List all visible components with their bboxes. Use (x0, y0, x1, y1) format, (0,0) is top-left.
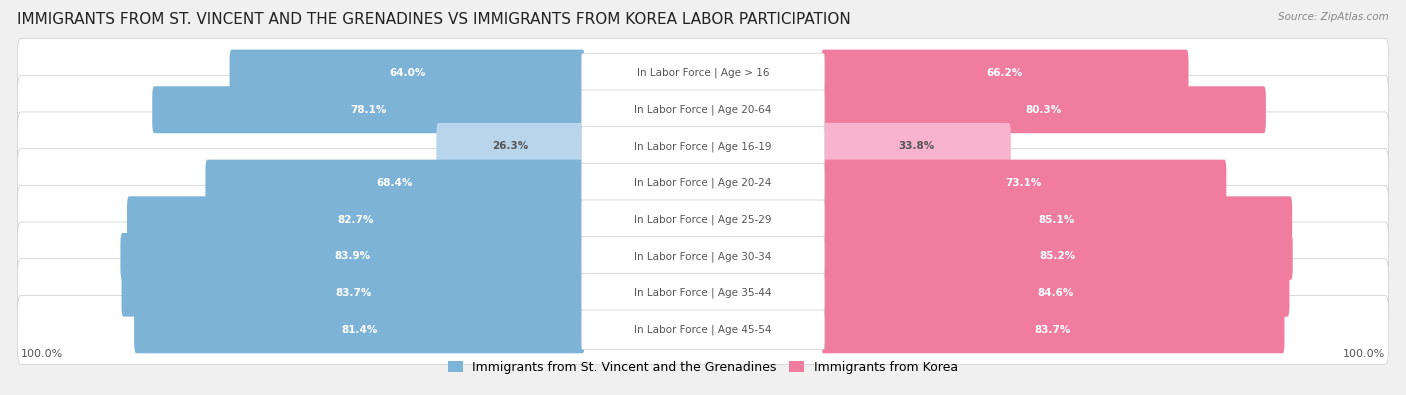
Text: In Labor Force | Age 25-29: In Labor Force | Age 25-29 (634, 214, 772, 225)
FancyBboxPatch shape (581, 273, 825, 313)
FancyBboxPatch shape (134, 307, 585, 353)
FancyBboxPatch shape (581, 90, 825, 130)
FancyBboxPatch shape (581, 310, 825, 350)
FancyBboxPatch shape (581, 53, 825, 93)
FancyBboxPatch shape (821, 86, 1265, 133)
Text: 81.4%: 81.4% (342, 325, 378, 335)
Text: 78.1%: 78.1% (350, 105, 387, 115)
Text: 26.3%: 26.3% (492, 141, 529, 151)
Text: In Labor Force | Age 20-24: In Labor Force | Age 20-24 (634, 178, 772, 188)
Text: IMMIGRANTS FROM ST. VINCENT AND THE GRENADINES VS IMMIGRANTS FROM KOREA LABOR PA: IMMIGRANTS FROM ST. VINCENT AND THE GREN… (17, 12, 851, 27)
FancyBboxPatch shape (17, 39, 1389, 107)
Text: 66.2%: 66.2% (987, 68, 1024, 78)
FancyBboxPatch shape (17, 295, 1389, 364)
Text: 100.0%: 100.0% (1343, 349, 1385, 359)
FancyBboxPatch shape (17, 112, 1389, 181)
FancyBboxPatch shape (121, 270, 585, 317)
Text: 84.6%: 84.6% (1038, 288, 1074, 298)
FancyBboxPatch shape (821, 160, 1226, 207)
FancyBboxPatch shape (17, 75, 1389, 144)
FancyBboxPatch shape (121, 233, 585, 280)
Text: Source: ZipAtlas.com: Source: ZipAtlas.com (1278, 12, 1389, 22)
Text: 83.7%: 83.7% (1035, 325, 1071, 335)
FancyBboxPatch shape (581, 127, 825, 166)
Text: In Labor Force | Age 45-54: In Labor Force | Age 45-54 (634, 325, 772, 335)
Text: In Labor Force | Age 30-34: In Labor Force | Age 30-34 (634, 251, 772, 262)
FancyBboxPatch shape (821, 123, 1011, 170)
FancyBboxPatch shape (17, 222, 1389, 291)
FancyBboxPatch shape (17, 185, 1389, 254)
FancyBboxPatch shape (152, 86, 585, 133)
FancyBboxPatch shape (229, 50, 585, 96)
FancyBboxPatch shape (581, 200, 825, 240)
Text: 68.4%: 68.4% (377, 178, 413, 188)
Text: 83.7%: 83.7% (335, 288, 371, 298)
FancyBboxPatch shape (17, 149, 1389, 218)
Text: In Labor Force | Age 35-44: In Labor Force | Age 35-44 (634, 288, 772, 298)
Text: 85.2%: 85.2% (1039, 252, 1076, 261)
Text: 82.7%: 82.7% (337, 215, 374, 225)
FancyBboxPatch shape (436, 123, 585, 170)
Text: 100.0%: 100.0% (21, 349, 63, 359)
Text: 64.0%: 64.0% (389, 68, 425, 78)
Text: 80.3%: 80.3% (1025, 105, 1062, 115)
Text: 85.1%: 85.1% (1039, 215, 1076, 225)
FancyBboxPatch shape (205, 160, 585, 207)
FancyBboxPatch shape (17, 259, 1389, 327)
Text: 73.1%: 73.1% (1005, 178, 1042, 188)
FancyBboxPatch shape (821, 233, 1292, 280)
Text: In Labor Force | Age > 16: In Labor Force | Age > 16 (637, 68, 769, 78)
Text: In Labor Force | Age 20-64: In Labor Force | Age 20-64 (634, 105, 772, 115)
FancyBboxPatch shape (581, 163, 825, 203)
FancyBboxPatch shape (127, 196, 585, 243)
Legend: Immigrants from St. Vincent and the Grenadines, Immigrants from Korea: Immigrants from St. Vincent and the Gren… (447, 361, 959, 374)
FancyBboxPatch shape (821, 270, 1289, 317)
FancyBboxPatch shape (821, 307, 1285, 353)
FancyBboxPatch shape (821, 196, 1292, 243)
FancyBboxPatch shape (821, 50, 1188, 96)
Text: 83.9%: 83.9% (335, 252, 371, 261)
Text: In Labor Force | Age 16-19: In Labor Force | Age 16-19 (634, 141, 772, 152)
FancyBboxPatch shape (581, 237, 825, 276)
Text: 33.8%: 33.8% (898, 141, 934, 151)
